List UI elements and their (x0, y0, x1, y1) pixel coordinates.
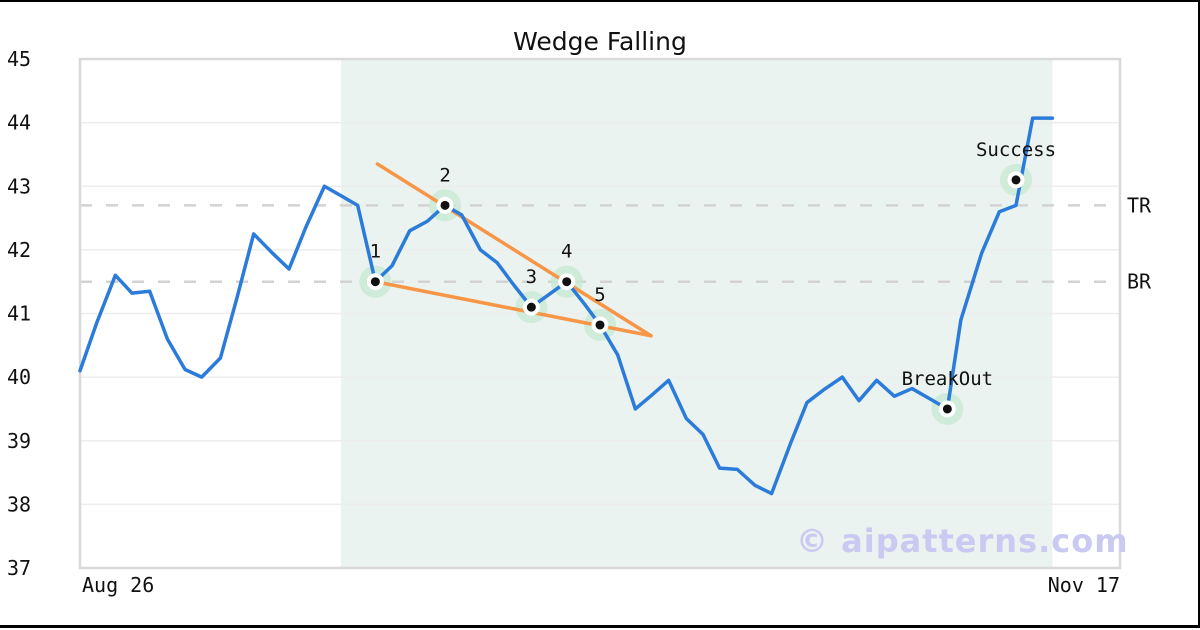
frame-edge-right (1198, 0, 1200, 627)
x-axis-label-end: Nov 17 (1047, 573, 1120, 597)
y-tick-label: 40 (7, 365, 31, 389)
pattern-point-label-2: 2 (439, 164, 450, 186)
pattern-point-dot-3 (526, 302, 536, 312)
pattern-point-dot-5 (595, 320, 605, 330)
pattern-point-label-4: 4 (561, 241, 572, 263)
y-tick-label: 44 (7, 111, 31, 135)
pattern-point-label-3: 3 (526, 266, 537, 288)
pattern-point-dot-success (1011, 175, 1021, 185)
wedge-trendline-upper (375, 162, 653, 338)
y-tick-label: 43 (7, 174, 31, 198)
pattern-point-dot-1 (370, 277, 380, 287)
chart-title: Wedge Falling (513, 27, 687, 56)
pattern-point-label-1: 1 (370, 241, 381, 263)
frame-edge-bottom (0, 625, 1200, 628)
pattern-point-label-5: 5 (594, 284, 605, 306)
frame-edge-top (0, 0, 1200, 2)
pattern-point-label-success: Success (976, 139, 1056, 161)
pattern-point-dot-4 (562, 277, 572, 287)
pattern-point-dot-breakout (942, 404, 952, 414)
y-tick-label: 41 (7, 302, 31, 326)
watermark: © aipatterns.com (796, 522, 1129, 560)
plot-border (78, 57, 1122, 570)
y-tick-label: 45 (7, 47, 31, 71)
level-label-tr: TR (1127, 193, 1152, 217)
y-tick-label: 42 (7, 238, 31, 262)
y-tick-label: 39 (7, 429, 31, 453)
y-tick-label: 37 (7, 556, 31, 580)
level-label-br: BR (1127, 270, 1152, 294)
pattern-point-dot-2 (440, 200, 450, 210)
x-axis-label-start: Aug 26 (82, 573, 155, 597)
pattern-point-label-breakout: BreakOut (902, 368, 994, 390)
y-tick-label: 38 (7, 492, 31, 516)
